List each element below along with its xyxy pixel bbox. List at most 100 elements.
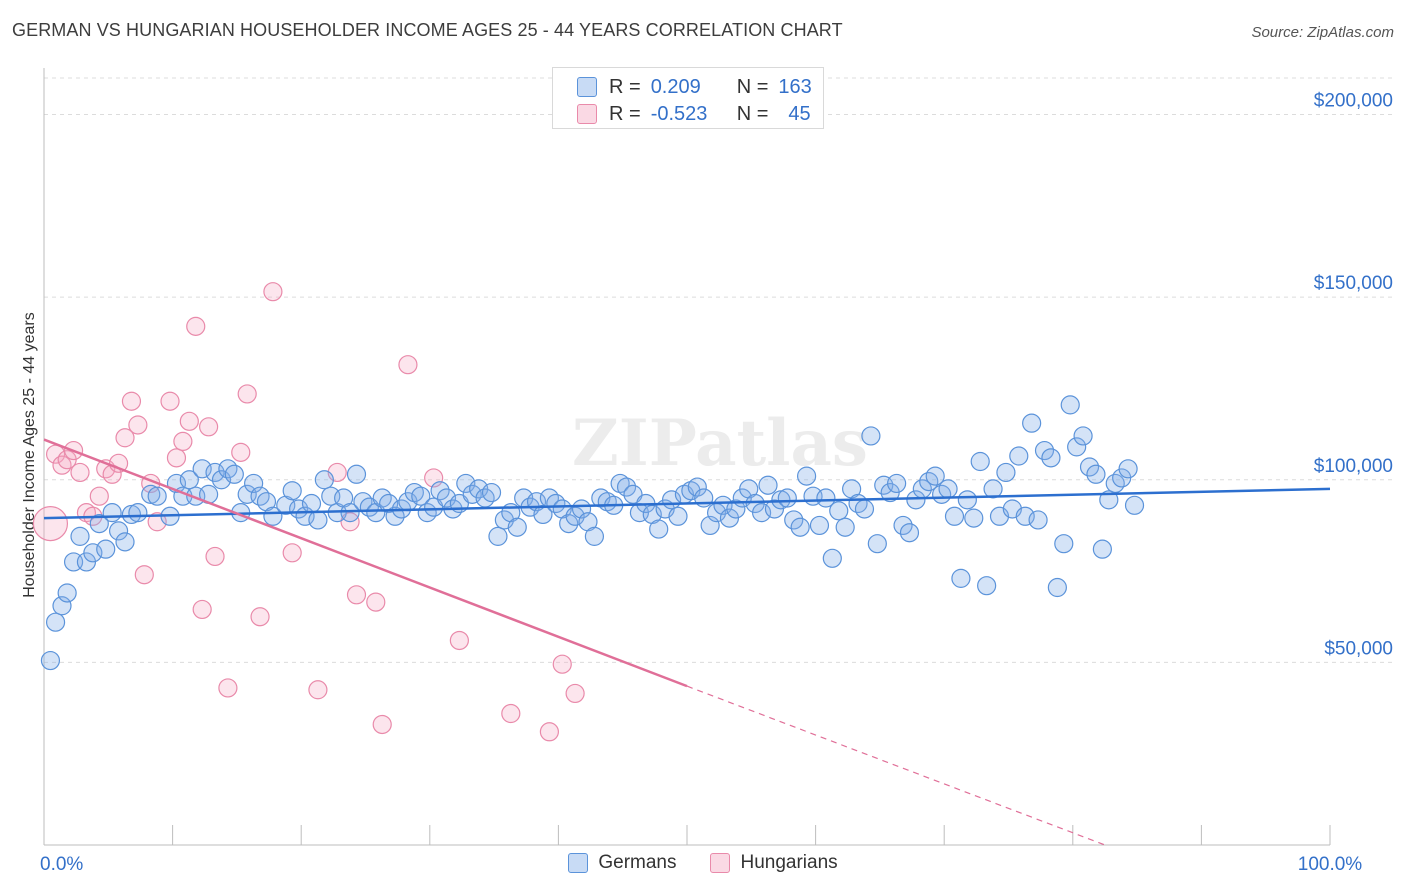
hungarian-point: [115, 428, 135, 448]
r-value: 0.209: [650, 75, 701, 98]
y-tick-label: $50,000: [1324, 638, 1393, 659]
hungarian-point: [250, 607, 270, 627]
hungarian-point: [108, 453, 129, 473]
hungarian-point: [501, 703, 521, 724]
german-point: [147, 486, 167, 506]
german-point: [1054, 534, 1074, 554]
german-point: [822, 548, 842, 568]
german-point: [128, 503, 148, 523]
n-label: N =: [736, 75, 769, 98]
german-point: [829, 501, 849, 521]
chart-title: GERMAN VS HUNGARIAN HOUSEHOLDER INCOME A…: [12, 20, 843, 40]
german-point: [301, 493, 322, 514]
german-point: [970, 451, 990, 472]
german-point: [751, 503, 772, 523]
german-point: [192, 459, 212, 479]
german-point: [481, 482, 502, 503]
y-tick-label: $150,000: [1314, 273, 1393, 294]
hungarian-point: [173, 431, 193, 452]
german-swatch: [568, 853, 589, 873]
hungarian-swatch: [577, 104, 597, 124]
hungarian-point: [539, 722, 559, 742]
german-point: [83, 543, 103, 563]
hungarian-swatch: [710, 853, 731, 873]
hungarian-point: [70, 462, 90, 483]
german-point: [179, 470, 199, 490]
german-point: [559, 513, 579, 534]
german-point: [89, 513, 109, 534]
legend-row-hungarians: R = -0.523 N = 45: [577, 102, 811, 126]
n-label: N =: [736, 102, 769, 125]
german-point: [790, 517, 810, 537]
german-point: [308, 510, 328, 530]
german-point: [1022, 413, 1042, 433]
german-point: [816, 488, 836, 508]
german-point: [977, 576, 997, 596]
german-point: [906, 490, 926, 510]
n-value: 45: [788, 102, 811, 125]
german-point: [951, 568, 971, 588]
german-point: [1086, 464, 1106, 484]
hungarian-point: [128, 415, 148, 435]
german-point: [1092, 539, 1112, 559]
series-legend: Germans Hungarians: [0, 852, 1406, 874]
source-label: Source: ZipAtlas.com: [1251, 24, 1394, 41]
german-point: [944, 506, 965, 526]
german-point: [224, 464, 244, 484]
german-point: [1118, 459, 1138, 479]
hungarian-point: [282, 543, 302, 563]
german-point: [854, 499, 875, 519]
german-point: [1079, 457, 1100, 477]
german-point: [777, 488, 797, 508]
hungarian-point: [263, 282, 283, 302]
r-label: R =: [609, 75, 641, 98]
german-point: [57, 583, 77, 603]
german-point: [784, 510, 804, 530]
german-point: [649, 519, 669, 539]
watermark: ZIPatlas: [572, 406, 868, 481]
german-point: [835, 517, 855, 537]
german-point: [964, 508, 984, 528]
hungarian-point: [166, 448, 187, 468]
hungarian-point: [32, 505, 69, 542]
german-point: [996, 462, 1016, 483]
x-tick-label: 0.0%: [40, 854, 83, 875]
legend-row-germans: R = 0.209 N = 163: [577, 75, 812, 99]
hungarian-point: [308, 680, 328, 700]
german-point: [758, 475, 778, 495]
hungarian-point: [398, 355, 418, 375]
german-point: [70, 526, 90, 546]
german-point: [1041, 448, 1061, 468]
hungarian-point: [52, 455, 72, 475]
hungarian-point: [179, 411, 199, 431]
german-point: [610, 473, 630, 494]
german-point: [340, 503, 360, 523]
hungarian-point: [205, 546, 225, 567]
hungarian-point: [134, 565, 154, 585]
german-point: [411, 486, 431, 506]
german-point: [925, 466, 945, 486]
german-point: [957, 490, 977, 510]
y-tick-label: $100,000: [1314, 456, 1393, 477]
hungarian-point: [199, 417, 219, 437]
hungarian-trend-extension: [686, 685, 1106, 846]
hungarian-point: [160, 391, 180, 411]
hungarian-point: [366, 592, 386, 612]
hungarian-trend-line: [43, 438, 688, 688]
german-point: [899, 523, 920, 543]
german-point: [1028, 510, 1048, 530]
german-point: [488, 526, 508, 546]
german-point: [52, 596, 72, 616]
german-point: [141, 484, 161, 504]
german-point: [45, 612, 66, 632]
german-point: [385, 506, 405, 526]
german-point: [205, 462, 225, 483]
german-point: [861, 426, 881, 446]
german-swatch: [577, 77, 597, 97]
german-point: [1067, 437, 1087, 457]
german-point: [108, 521, 129, 541]
german-point: [867, 534, 887, 554]
german-point: [809, 515, 830, 536]
german-point: [507, 517, 527, 537]
